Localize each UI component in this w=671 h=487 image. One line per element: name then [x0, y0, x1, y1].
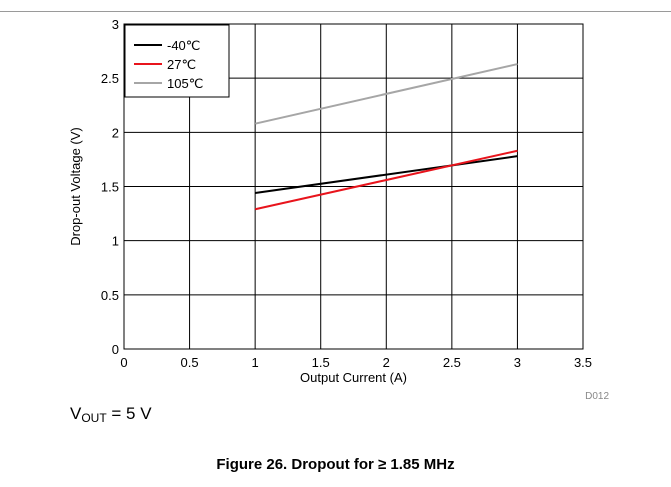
vout-prefix: V — [70, 404, 82, 423]
x-tick-label: 0.5 — [181, 355, 199, 370]
vout-subscript: OUT — [81, 411, 107, 425]
vout-note: VOUT = 5 V — [70, 404, 152, 425]
legend-label: 105℃ — [167, 76, 203, 91]
y-tick-label: 2 — [112, 125, 119, 140]
chart-series — [254, 63, 518, 211]
y-tick-label: 0 — [112, 342, 119, 357]
x-axis-label: Output Current (A) — [300, 370, 407, 385]
figure-code: D012 — [585, 391, 609, 400]
x-tick-label: 2.5 — [443, 355, 461, 370]
y-tick-label: 1.5 — [101, 180, 119, 195]
x-tick-label: 1.5 — [312, 355, 330, 370]
series-line — [254, 149, 518, 211]
x-tick-label: 1 — [252, 355, 259, 370]
legend-box — [124, 24, 230, 98]
chart-legend: -40℃ 27℃ 105℃ — [124, 24, 230, 98]
figure-caption: Figure 26. Dropout for ≥ 1.85 MHz — [216, 456, 455, 473]
y-axis-label: Drop-out Voltage (V) — [68, 127, 83, 246]
series-line — [254, 63, 518, 125]
y-tick-label: 3 — [112, 17, 119, 32]
x-tick-label: 3.5 — [574, 355, 592, 370]
x-tick-label: 3 — [514, 355, 521, 370]
legend-label: 27℃ — [167, 57, 196, 72]
y-tick-labels: 0 0.5 1 1.5 2 2.5 3 — [101, 17, 119, 357]
legend-label: -40℃ — [167, 38, 200, 53]
y-tick-label: 1 — [112, 234, 119, 249]
dropout-chart: 0 0.5 1 1.5 2 2.5 3 3.5 0 0.5 1 1.5 2 2.5 3 Output Cu… — [68, 17, 609, 400]
series-line — [255, 155, 518, 194]
y-tick-label: 2.5 — [101, 71, 119, 86]
x-tick-label: 2 — [383, 355, 390, 370]
vout-value: = 5 V — [106, 404, 152, 423]
y-tick-label: 0.5 — [101, 288, 119, 303]
x-tick-label: 0 — [120, 355, 127, 370]
top-rule — [0, 11, 671, 12]
plot-frame — [123, 23, 584, 350]
x-tick-labels: 0 0.5 1 1.5 2 2.5 3 3.5 — [120, 355, 592, 370]
